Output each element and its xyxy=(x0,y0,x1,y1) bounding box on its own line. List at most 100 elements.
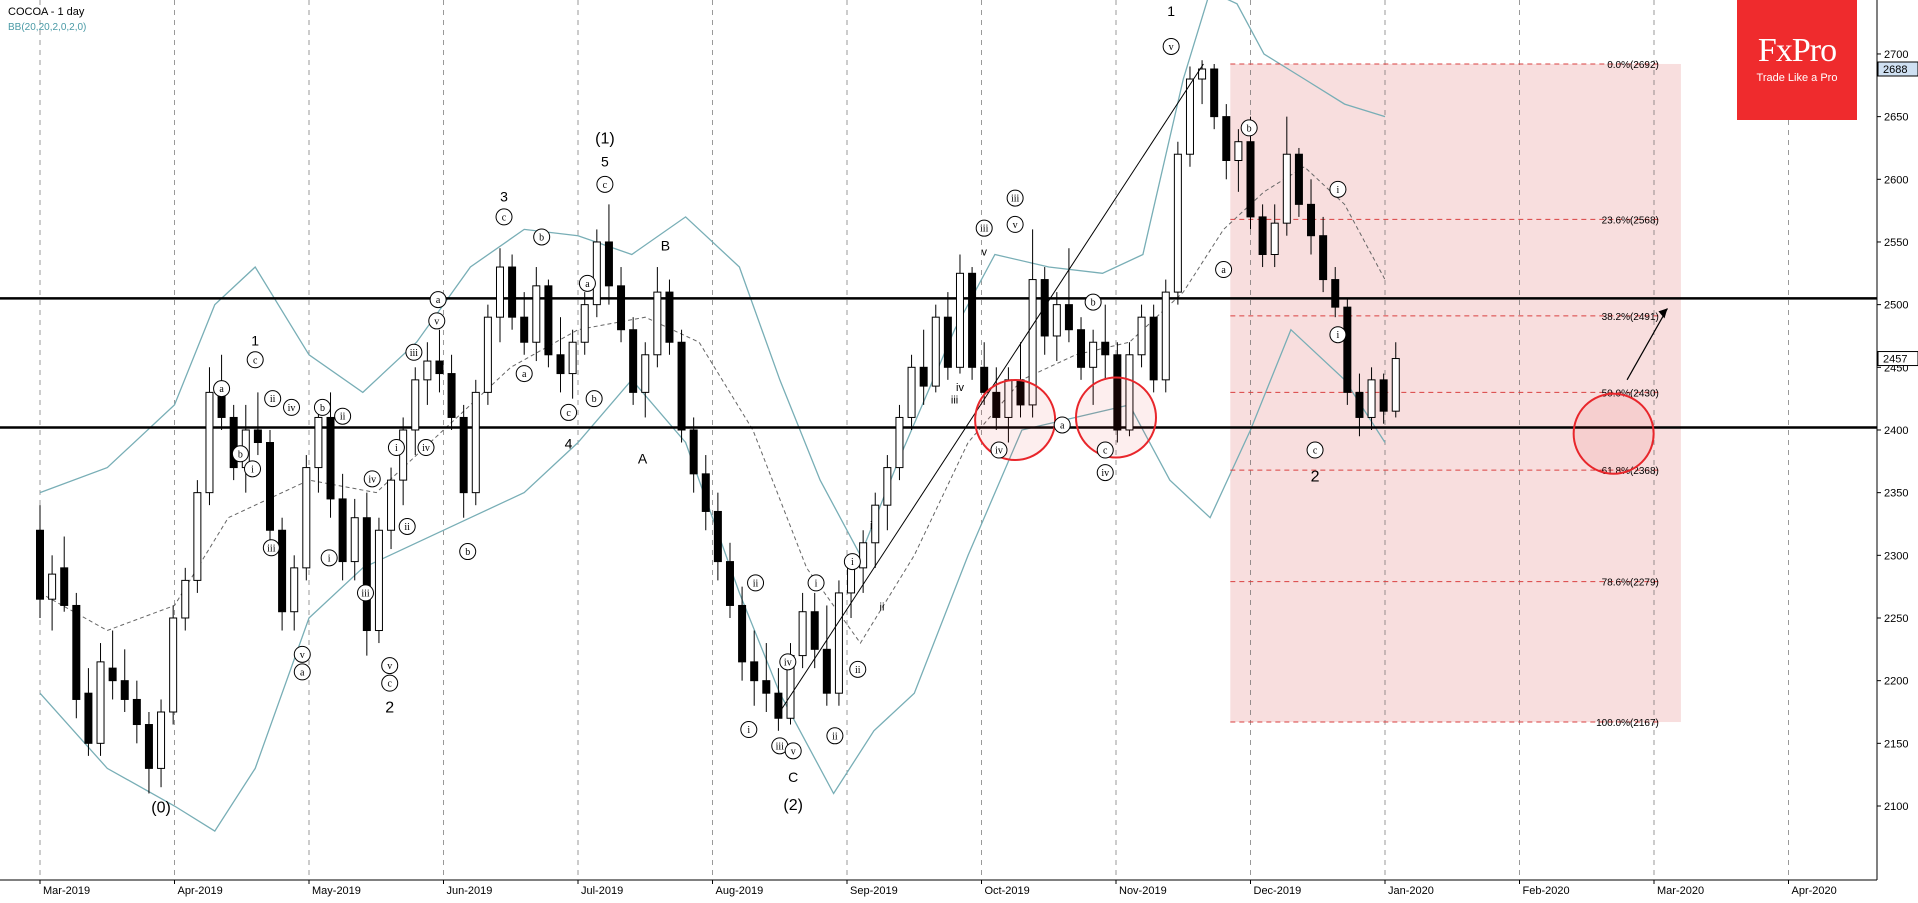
candle-body xyxy=(1125,354,1134,431)
candle-body xyxy=(689,429,698,475)
wave-label-circle xyxy=(740,721,758,739)
wave-label: b xyxy=(238,449,243,460)
candle-body xyxy=(665,291,674,343)
candle-body xyxy=(617,285,626,331)
wave-label-circle xyxy=(596,175,614,193)
x-tick-label: Jun-2019 xyxy=(447,885,493,897)
wave-label: i xyxy=(870,520,872,532)
candle-body xyxy=(738,604,747,663)
wave-label: a xyxy=(1060,420,1065,431)
candle-body xyxy=(411,379,420,431)
wave-label: 5 xyxy=(601,153,609,169)
fib-level-label: 61.8%(2368) xyxy=(1602,466,1659,477)
wave-label: iii xyxy=(361,588,370,599)
wave-label-circle xyxy=(405,343,423,361)
candle-body xyxy=(556,354,565,375)
highlight-circle xyxy=(1572,392,1655,475)
candle-body xyxy=(290,567,299,613)
wave-label: i xyxy=(251,464,254,475)
wave-label-circle xyxy=(1053,416,1071,434)
candle-body xyxy=(1173,153,1182,293)
candle-body xyxy=(774,692,783,719)
y-tick-label: 2400 xyxy=(1884,425,1908,437)
wave-label: b xyxy=(592,394,597,405)
wave-label: ii xyxy=(270,394,276,405)
y-tick-label: 2500 xyxy=(1884,300,1908,312)
wave-label: a xyxy=(522,369,527,380)
wave-label: (1) xyxy=(595,130,615,147)
candle-body xyxy=(859,542,868,569)
wave-label: b xyxy=(465,547,470,558)
wave-label: ii xyxy=(880,601,885,613)
candle-body xyxy=(471,391,480,494)
candle-body xyxy=(108,667,117,682)
wave-label: b xyxy=(1247,123,1252,134)
wave-label: b xyxy=(320,403,325,414)
bb-upper-band xyxy=(39,0,1386,557)
highlight-circle xyxy=(974,378,1057,461)
wave-label-circle xyxy=(213,380,231,398)
candle-body xyxy=(1089,341,1098,368)
wave-label: iv xyxy=(995,446,1003,457)
candle-body xyxy=(144,724,153,769)
wave-label: i xyxy=(395,443,398,454)
candle-body xyxy=(399,429,408,481)
wave-label: iv xyxy=(956,382,964,394)
wave-label: c xyxy=(387,679,392,690)
candle-body xyxy=(1198,68,1207,80)
candle-body xyxy=(1040,279,1049,337)
arrow-head-icon xyxy=(1658,308,1668,319)
wave-label: A xyxy=(638,450,648,466)
wave-label-circle xyxy=(381,674,399,692)
wave-label-circle xyxy=(560,403,578,421)
x-tick-label: May-2019 xyxy=(312,885,361,897)
candle-body xyxy=(1222,116,1231,161)
candle-body xyxy=(205,391,214,494)
x-tick-label: Jul-2019 xyxy=(581,885,623,897)
candle-body xyxy=(362,517,371,632)
wave-label: i xyxy=(815,578,818,589)
candle-body xyxy=(1258,216,1267,256)
y-tick-label: 2650 xyxy=(1884,112,1908,124)
candle-body xyxy=(653,291,662,356)
x-tick-label: Sep-2019 xyxy=(850,885,898,897)
candle-body xyxy=(1294,153,1303,205)
candle-body xyxy=(604,241,613,287)
candle-body xyxy=(520,316,529,343)
wave-label: c xyxy=(603,180,608,191)
chart-title: COCOA - 1 day xyxy=(8,6,85,18)
candle-body xyxy=(1391,358,1400,412)
x-tick-label: Mar-2019 xyxy=(43,885,90,897)
wave-label: i xyxy=(747,725,750,736)
wave-label-circle xyxy=(262,539,280,557)
wave-label: ii xyxy=(832,731,838,742)
y-tick-label: 2600 xyxy=(1884,174,1908,186)
wave-label-circle xyxy=(1096,441,1114,459)
wave-label-circle xyxy=(784,742,802,760)
wave-label-circle xyxy=(313,398,331,416)
candle-body xyxy=(822,648,831,694)
candle-body xyxy=(36,529,44,600)
candle-body xyxy=(701,473,710,512)
wave-label: i xyxy=(1337,330,1340,341)
wave-label: c xyxy=(1103,446,1108,457)
candle-body xyxy=(677,341,686,431)
candle-body xyxy=(1101,341,1110,356)
candle-body xyxy=(1367,379,1376,418)
projection-arrow-line xyxy=(1626,308,1668,381)
candle-body xyxy=(931,316,940,387)
candle-body xyxy=(580,304,589,343)
current-price-box xyxy=(1877,351,1918,367)
wave-label: ii xyxy=(340,412,346,423)
x-tick-label: Feb-2020 xyxy=(1523,885,1570,897)
wave-label-circle xyxy=(1215,261,1233,279)
candle-body xyxy=(847,567,856,594)
wave-label-circle xyxy=(990,441,1008,459)
wave-label: iv xyxy=(1101,468,1109,479)
wave-label-circle xyxy=(1084,293,1102,311)
candle-body xyxy=(810,611,819,650)
price-axis-bg xyxy=(1877,0,1918,898)
candle-body xyxy=(48,573,57,600)
wave-label-circle xyxy=(1329,326,1347,344)
